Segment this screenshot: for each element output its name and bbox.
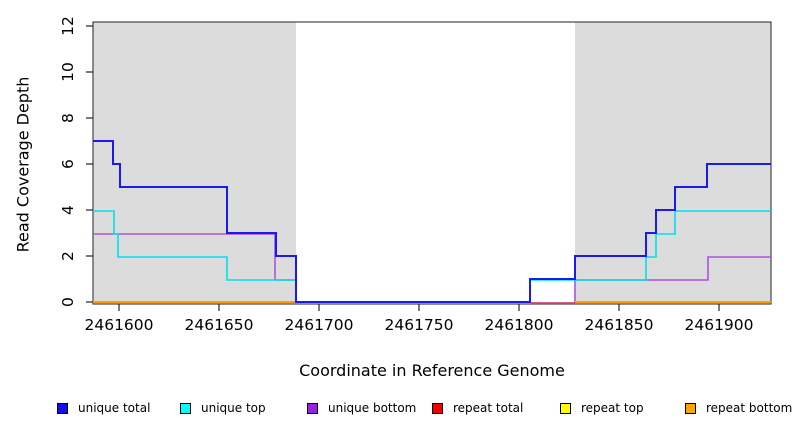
x-axis-tick-label: 2461650 [184,316,253,334]
legend-item-repeat-total: repeat total [432,399,523,417]
x-axis-title: Coordinate in Reference Genome [299,361,565,380]
y-axis-tick-label: 6 [59,159,77,169]
legend-item-unique-total: unique total [57,399,150,417]
y-axis-title: Read Coverage Depth [13,76,33,253]
repeat-region-shading [93,22,296,304]
y-axis-tick-label: 4 [59,205,77,215]
x-axis-tick-label: 2461800 [484,316,553,334]
legend-swatch-repeat-top [560,402,571,414]
y-axis-tick-label: 0 [59,297,77,307]
y-axis-tick-label: 12 [59,16,77,36]
y-axis-tick-label: 2 [59,251,77,261]
legend-label: unique total [78,401,151,415]
y-axis-tick-label: 8 [59,113,77,123]
legend-item-unique-bottom: unique bottom [307,399,416,417]
x-axis-tick-label: 2461900 [684,316,753,334]
legend-item-repeat-top: repeat top [560,399,644,417]
legend-swatch-repeat-bottom [685,402,696,414]
legend-label: unique bottom [328,401,417,415]
legend-swatch-unique-bottom [307,402,318,414]
y-axis-tick-label: 10 [59,62,77,82]
legend-item-unique-top: unique top [180,399,266,417]
series-unique-total [93,140,771,303]
x-axis-tick-label: 2461700 [284,316,353,334]
legend-label: repeat bottom [706,401,792,415]
x-axis-tick-label: 2461850 [584,316,653,334]
x-axis-tick-label: 2461750 [384,316,453,334]
legend-label: repeat total [453,401,524,415]
x-axis-tick-label: 2461600 [84,316,153,334]
legend-swatch-unique-total [57,402,68,414]
legend-item-repeat-bottom: repeat bottom [685,399,792,417]
legend-label: repeat top [581,401,644,415]
legend-swatch-unique-top [180,402,191,414]
legend-label: unique top [201,401,266,415]
legend-swatch-repeat-total [432,402,443,414]
legend: unique total unique top unique bottom repea… [0,399,792,419]
